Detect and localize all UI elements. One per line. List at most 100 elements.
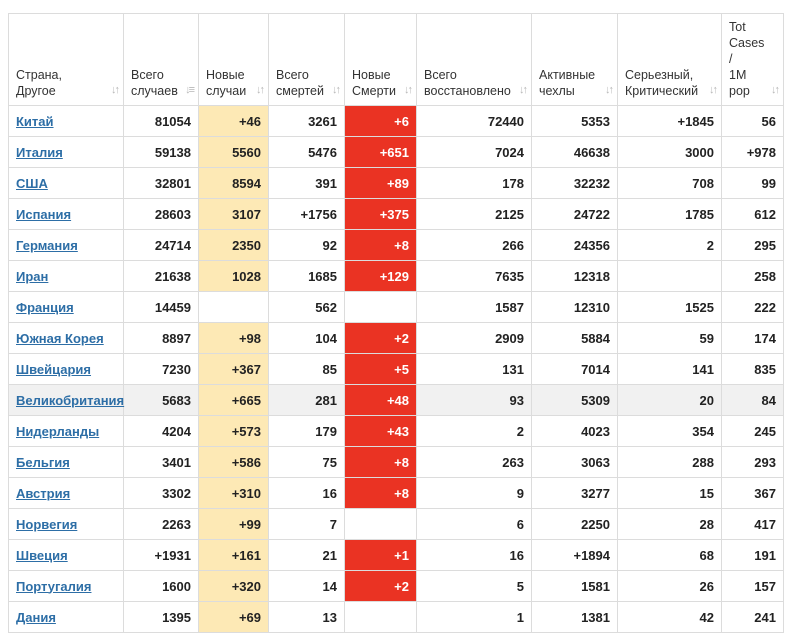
country-cell: Франция bbox=[8, 291, 124, 323]
header-label: Tot Cases/1M pop bbox=[729, 20, 765, 98]
sort-arrows-icon[interactable]: ↓↑ bbox=[404, 84, 413, 96]
country-cell: Германия bbox=[8, 229, 124, 261]
sort-desc-icon[interactable]: ↓≡ bbox=[185, 84, 195, 96]
country-link[interactable]: Австрия bbox=[16, 485, 71, 501]
table-row: США 32801 8594 391 +89 178 32232 708 99 bbox=[8, 167, 784, 199]
country-link[interactable]: Италия bbox=[16, 144, 63, 160]
new-cases-cell: +98 bbox=[198, 322, 269, 354]
stats-table-container: Страна, Другое ↓↑ Всего случаев ↓≡ Новые случаи… bbox=[8, 13, 784, 633]
country-link[interactable]: Южная Корея bbox=[16, 330, 104, 346]
sort-arrows-icon[interactable]: ↓↑ bbox=[771, 84, 780, 96]
new-deaths-cell: +129 bbox=[344, 260, 417, 292]
header-country[interactable]: Страна, Другое ↓↑ bbox=[8, 13, 124, 106]
country-link[interactable]: Норвегия bbox=[16, 516, 78, 532]
country-link[interactable]: Дания bbox=[16, 609, 56, 625]
total-cases-cell: +1931 bbox=[123, 539, 199, 571]
sort-arrows-icon[interactable]: ↓↑ bbox=[709, 84, 718, 96]
total-deaths-cell: 5476 bbox=[268, 136, 345, 168]
new-deaths-cell: +2 bbox=[344, 570, 417, 602]
new-cases-cell: 3107 bbox=[198, 198, 269, 230]
sort-arrows-icon[interactable]: ↓↑ bbox=[332, 84, 341, 96]
country-link[interactable]: Испания bbox=[16, 206, 72, 222]
sort-arrows-icon[interactable]: ↓↑ bbox=[111, 84, 120, 96]
total-deaths-cell: +1756 bbox=[268, 198, 345, 230]
total-deaths-cell: 562 bbox=[268, 291, 345, 323]
critical-cell bbox=[617, 260, 722, 292]
country-link[interactable]: Нидерланды bbox=[16, 423, 100, 439]
country-cell: Дания bbox=[8, 601, 124, 633]
new-cases-cell: +586 bbox=[198, 446, 269, 478]
header-cases-per-million[interactable]: Tot Cases/1M pop ↓↑ bbox=[721, 13, 784, 106]
per-million-cell: 367 bbox=[721, 477, 784, 509]
total-cases-cell: 4204 bbox=[123, 415, 199, 447]
total-cases-cell: 1395 bbox=[123, 601, 199, 633]
new-deaths-cell bbox=[344, 601, 417, 633]
table-row: Италия 59138 5560 5476 +651 7024 46638 3000 +978 bbox=[8, 136, 784, 168]
total-cases-cell: 5683 bbox=[123, 384, 199, 416]
country-link[interactable]: Швейцария bbox=[16, 361, 92, 377]
country-link[interactable]: Китай bbox=[16, 113, 54, 129]
header-total-cases[interactable]: Всего случаев ↓≡ bbox=[123, 13, 199, 106]
country-link[interactable]: Швеция bbox=[16, 547, 68, 563]
critical-cell: 1525 bbox=[617, 291, 722, 323]
critical-cell: 3000 bbox=[617, 136, 722, 168]
header-total-recovered[interactable]: Всего восстановлено ↓↑ bbox=[416, 13, 532, 106]
header-serious-critical[interactable]: Серьезный, Критический ↓↑ bbox=[617, 13, 722, 106]
total-cases-cell: 1600 bbox=[123, 570, 199, 602]
country-link[interactable]: Бельгия bbox=[16, 454, 70, 470]
recovered-cell: 7024 bbox=[416, 136, 532, 168]
critical-cell: +1845 bbox=[617, 105, 722, 137]
total-deaths-cell: 92 bbox=[268, 229, 345, 261]
active-cases-cell: 4023 bbox=[531, 415, 618, 447]
total-deaths-cell: 21 bbox=[268, 539, 345, 571]
total-deaths-cell: 3261 bbox=[268, 105, 345, 137]
new-cases-cell: +320 bbox=[198, 570, 269, 602]
header-label: Всего смертей bbox=[276, 68, 324, 98]
header-new-cases[interactable]: Новые случаи ↓↑ bbox=[198, 13, 269, 106]
total-deaths-cell: 13 bbox=[268, 601, 345, 633]
per-million-cell: 191 bbox=[721, 539, 784, 571]
active-cases-cell: 1381 bbox=[531, 601, 618, 633]
critical-cell: 68 bbox=[617, 539, 722, 571]
new-cases-cell: +310 bbox=[198, 477, 269, 509]
table-row: Швейцария 7230 +367 85 +5 131 7014 141 835 bbox=[8, 353, 784, 385]
total-deaths-cell: 85 bbox=[268, 353, 345, 385]
sort-arrows-icon[interactable]: ↓↑ bbox=[605, 84, 614, 96]
total-cases-cell: 21638 bbox=[123, 260, 199, 292]
country-cell: Италия bbox=[8, 136, 124, 168]
sort-arrows-icon[interactable]: ↓↑ bbox=[256, 84, 265, 96]
critical-cell: 708 bbox=[617, 167, 722, 199]
recovered-cell: 16 bbox=[416, 539, 532, 571]
header-active-cases[interactable]: Активные чехлы ↓↑ bbox=[531, 13, 618, 106]
country-cell: Португалия bbox=[8, 570, 124, 602]
country-link[interactable]: Франция bbox=[16, 299, 74, 315]
per-million-cell: 99 bbox=[721, 167, 784, 199]
country-link[interactable]: США bbox=[16, 175, 48, 191]
new-cases-cell: +367 bbox=[198, 353, 269, 385]
per-million-cell: 84 bbox=[721, 384, 784, 416]
table-row: Франция 14459 562 1587 12310 1525 222 bbox=[8, 291, 784, 323]
country-link[interactable]: Германия bbox=[16, 237, 78, 253]
new-deaths-cell: +48 bbox=[344, 384, 417, 416]
recovered-cell: 7635 bbox=[416, 260, 532, 292]
new-cases-cell: +99 bbox=[198, 508, 269, 540]
recovered-cell: 178 bbox=[416, 167, 532, 199]
recovered-cell: 266 bbox=[416, 229, 532, 261]
sort-arrows-icon[interactable]: ↓↑ bbox=[519, 84, 528, 96]
country-link[interactable]: Великобритания bbox=[16, 392, 125, 408]
country-cell: Швейцария bbox=[8, 353, 124, 385]
new-deaths-cell bbox=[344, 508, 417, 540]
table-row: Норвегия 2263 +99 7 6 2250 28 417 bbox=[8, 508, 784, 540]
new-deaths-cell: +651 bbox=[344, 136, 417, 168]
new-cases-cell: 5560 bbox=[198, 136, 269, 168]
country-link[interactable]: Португалия bbox=[16, 578, 92, 594]
table-row: Южная Корея 8897 +98 104 +2 2909 5884 59 174 bbox=[8, 322, 784, 354]
header-total-deaths[interactable]: Всего смертей ↓↑ bbox=[268, 13, 345, 106]
total-cases-cell: 32801 bbox=[123, 167, 199, 199]
header-new-deaths[interactable]: Новые Смерти ↓↑ bbox=[344, 13, 417, 106]
new-cases-cell: +665 bbox=[198, 384, 269, 416]
critical-cell: 59 bbox=[617, 322, 722, 354]
table-row: Дания 1395 +69 13 1 1381 42 241 bbox=[8, 601, 784, 633]
critical-cell: 1785 bbox=[617, 198, 722, 230]
country-link[interactable]: Иран bbox=[16, 268, 49, 284]
